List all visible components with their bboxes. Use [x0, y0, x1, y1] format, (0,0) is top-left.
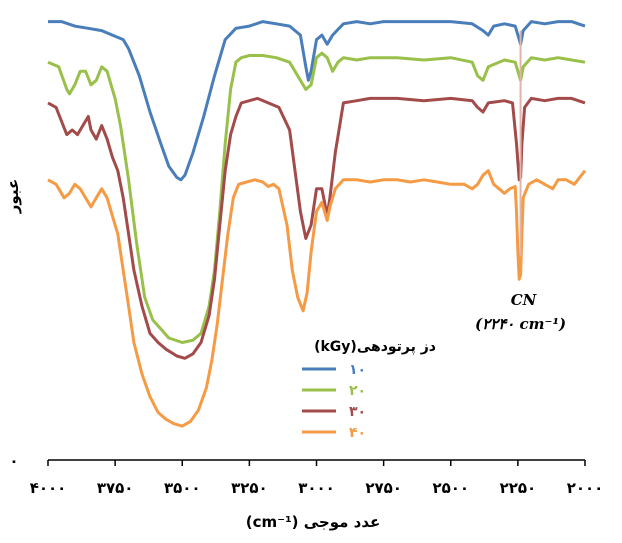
legend-label-4: ۴۰ [349, 425, 366, 441]
x-tick-label: ۲۵۰۰ [432, 479, 469, 497]
legend-label-2: ۲۰ [349, 383, 366, 399]
series-layer [47, 20, 587, 428]
x-tick-label: ۴۰۰۰ [30, 479, 67, 497]
cn-annotation-wavenumber: (۲۲۴۰ cm⁻¹) [475, 315, 566, 333]
series-line-3 [47, 96, 586, 360]
x-ticks: ۴۰۰۰ ۳۷۵۰ ۳۵۰۰ ۳۲۵۰ ۳۰۰۰ ۲۷۵۰ ۲۵۰۰ ۲۲۵۰ ۲۰۰۰ [30, 460, 604, 497]
series-line-1 [48, 20, 586, 182]
series-line-4 [47, 169, 587, 428]
x-tick-label: ۲۰۰۰ [567, 479, 604, 497]
x-tick-label: ۲۲۵۰ [500, 479, 537, 497]
x-axis-title: عدد موجی (cm⁻¹) [246, 513, 380, 531]
x-tick-label: ۳۷۵۰ [97, 479, 134, 497]
legend-label-1: ۱۰ [349, 362, 366, 378]
legend: دز پرتودهی(kGy) ۱۰ ۲۰ ۳۰ ۴۰ [302, 339, 436, 441]
x-tick-label: ۳۰۰۰ [298, 479, 335, 497]
legend-label-3: ۳۰ [349, 404, 366, 420]
cn-annotation-label: CN [511, 291, 538, 309]
x-tick-label: ۲۷۵۰ [365, 479, 402, 497]
x-tick-label: ۳۵۰۰ [164, 479, 201, 497]
series-line-2 [47, 51, 586, 344]
y-origin-label: ۰ [9, 452, 18, 470]
x-tick-label: ۳۲۵۰ [231, 479, 268, 497]
legend-title: دز پرتودهی(kGy) [314, 339, 436, 355]
y-axis-title: عبور [4, 179, 22, 214]
